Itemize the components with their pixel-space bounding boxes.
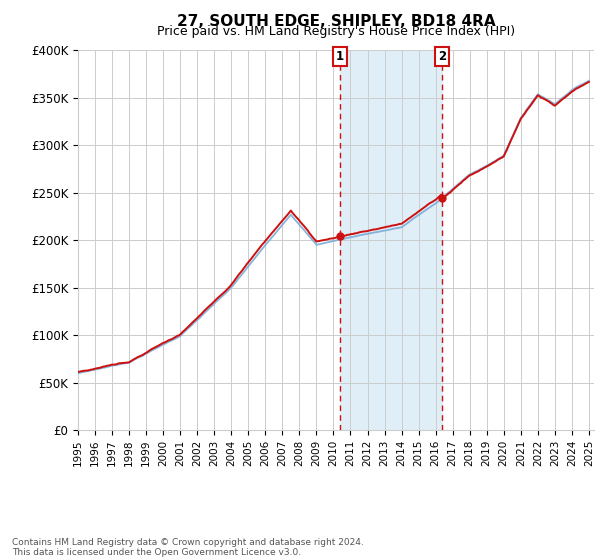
Text: 27, SOUTH EDGE, SHIPLEY, BD18 4RA: 27, SOUTH EDGE, SHIPLEY, BD18 4RA [176,14,496,29]
Text: 2: 2 [438,50,446,63]
Text: 1: 1 [335,50,344,63]
Text: Price paid vs. HM Land Registry's House Price Index (HPI): Price paid vs. HM Land Registry's House … [157,25,515,38]
Text: Contains HM Land Registry data © Crown copyright and database right 2024.
This d: Contains HM Land Registry data © Crown c… [12,538,364,557]
Bar [340,50,442,430]
